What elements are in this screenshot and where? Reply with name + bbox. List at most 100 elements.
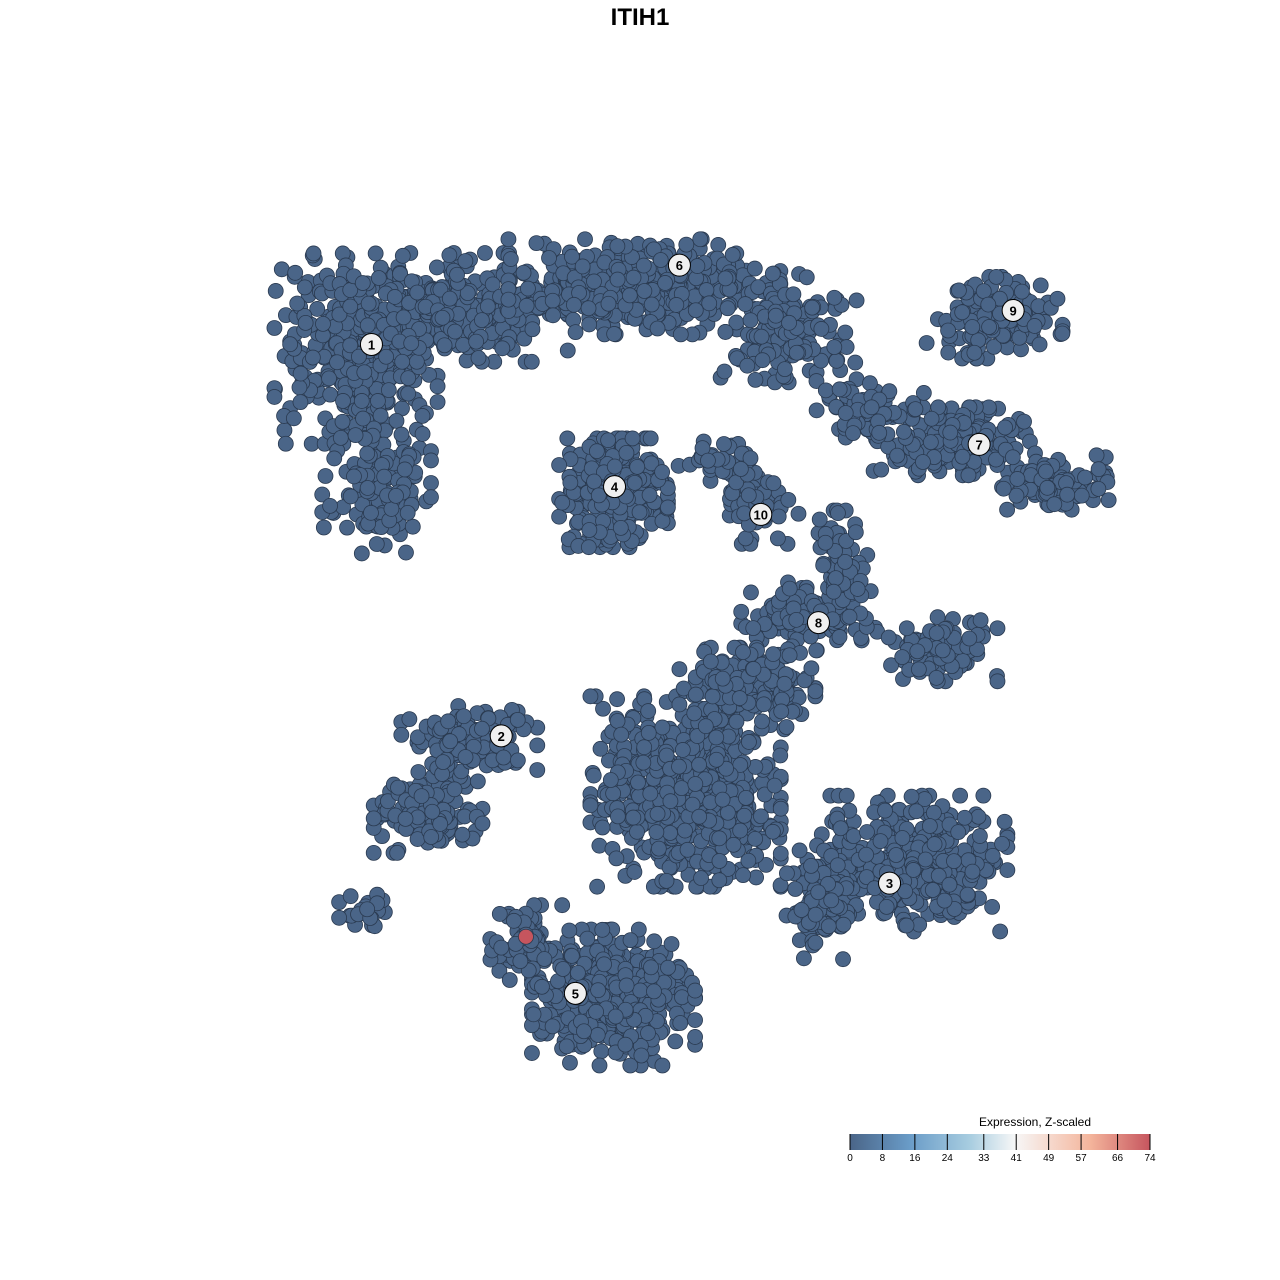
data-point bbox=[618, 444, 635, 461]
data-point bbox=[654, 1057, 671, 1074]
data-point bbox=[841, 608, 858, 625]
cluster-label: 9 bbox=[1010, 303, 1017, 318]
data-point bbox=[700, 452, 716, 469]
data-point bbox=[895, 423, 912, 440]
highlighted-data-point bbox=[518, 928, 534, 945]
data-point bbox=[649, 320, 666, 337]
data-point bbox=[541, 250, 557, 266]
data-point bbox=[370, 270, 387, 286]
data-point bbox=[803, 858, 819, 874]
data-point bbox=[367, 245, 384, 262]
data-point bbox=[894, 649, 911, 666]
data-point bbox=[972, 612, 989, 629]
data-point bbox=[711, 830, 728, 847]
data-point bbox=[701, 295, 718, 312]
data-point bbox=[446, 781, 463, 798]
data-point bbox=[266, 320, 283, 336]
data-point bbox=[662, 825, 678, 841]
data-point bbox=[289, 295, 306, 312]
data-point bbox=[704, 688, 721, 705]
data-point bbox=[612, 519, 629, 536]
data-point bbox=[907, 401, 924, 418]
data-point bbox=[484, 276, 501, 293]
data-point bbox=[936, 892, 953, 909]
data-point bbox=[714, 670, 731, 687]
data-point bbox=[642, 785, 659, 802]
data-point bbox=[365, 810, 382, 827]
data-point bbox=[742, 312, 759, 329]
data-point bbox=[564, 248, 580, 265]
data-point bbox=[544, 292, 561, 309]
data-point bbox=[999, 862, 1016, 878]
data-point bbox=[457, 749, 474, 765]
data-point bbox=[773, 703, 790, 720]
data-point bbox=[304, 349, 321, 366]
data-point bbox=[804, 299, 821, 316]
data-point bbox=[468, 333, 485, 350]
data-point bbox=[524, 321, 541, 338]
data-point bbox=[793, 902, 810, 918]
data-point bbox=[745, 661, 762, 677]
data-point bbox=[414, 408, 431, 424]
data-point bbox=[765, 646, 782, 663]
data-point bbox=[329, 354, 345, 371]
data-point bbox=[826, 339, 843, 356]
data-point bbox=[964, 319, 981, 335]
data-point bbox=[711, 872, 728, 889]
data-point bbox=[624, 430, 641, 447]
data-point bbox=[351, 348, 367, 365]
data-point bbox=[632, 982, 649, 999]
data-point bbox=[710, 237, 727, 253]
data-point bbox=[282, 336, 299, 353]
data-point bbox=[714, 791, 731, 808]
data-point bbox=[491, 906, 508, 922]
data-point bbox=[781, 580, 798, 597]
data-point bbox=[534, 978, 550, 995]
data-point bbox=[423, 452, 439, 469]
data-point bbox=[915, 454, 931, 470]
data-point bbox=[589, 878, 606, 895]
data-point bbox=[820, 918, 837, 935]
data-point bbox=[582, 688, 599, 705]
data-point bbox=[423, 829, 440, 845]
data-point bbox=[780, 491, 797, 508]
data-point bbox=[989, 673, 1006, 690]
data-point bbox=[590, 982, 606, 999]
data-point bbox=[326, 450, 343, 467]
data-point bbox=[830, 505, 846, 522]
data-point bbox=[582, 797, 599, 814]
data-point bbox=[459, 285, 476, 302]
data-point bbox=[810, 884, 827, 901]
data-point bbox=[769, 530, 786, 547]
data-point bbox=[971, 828, 988, 844]
data-point bbox=[781, 647, 798, 664]
data-point bbox=[837, 324, 854, 341]
data-point bbox=[817, 534, 834, 551]
data-point bbox=[633, 1047, 650, 1064]
data-point bbox=[731, 690, 748, 706]
data-point bbox=[339, 519, 355, 536]
data-point bbox=[859, 824, 875, 840]
data-point bbox=[390, 779, 406, 796]
data-point bbox=[625, 809, 642, 826]
data-point bbox=[697, 718, 714, 735]
data-point bbox=[493, 939, 510, 956]
data-point bbox=[807, 906, 824, 923]
data-point bbox=[923, 410, 940, 427]
data-point bbox=[469, 773, 486, 790]
data-point bbox=[455, 337, 472, 353]
data-point bbox=[924, 882, 941, 898]
data-point bbox=[917, 851, 934, 868]
data-point bbox=[591, 1057, 608, 1074]
data-point bbox=[898, 917, 915, 934]
data-point bbox=[1004, 449, 1021, 466]
data-point bbox=[559, 342, 576, 359]
data-point bbox=[600, 432, 617, 449]
data-point bbox=[1054, 325, 1071, 342]
data-point bbox=[662, 793, 679, 810]
data-point bbox=[959, 886, 976, 903]
data-point bbox=[667, 1033, 684, 1050]
data-point bbox=[741, 734, 757, 750]
data-point bbox=[277, 435, 294, 452]
data-point bbox=[725, 836, 742, 853]
